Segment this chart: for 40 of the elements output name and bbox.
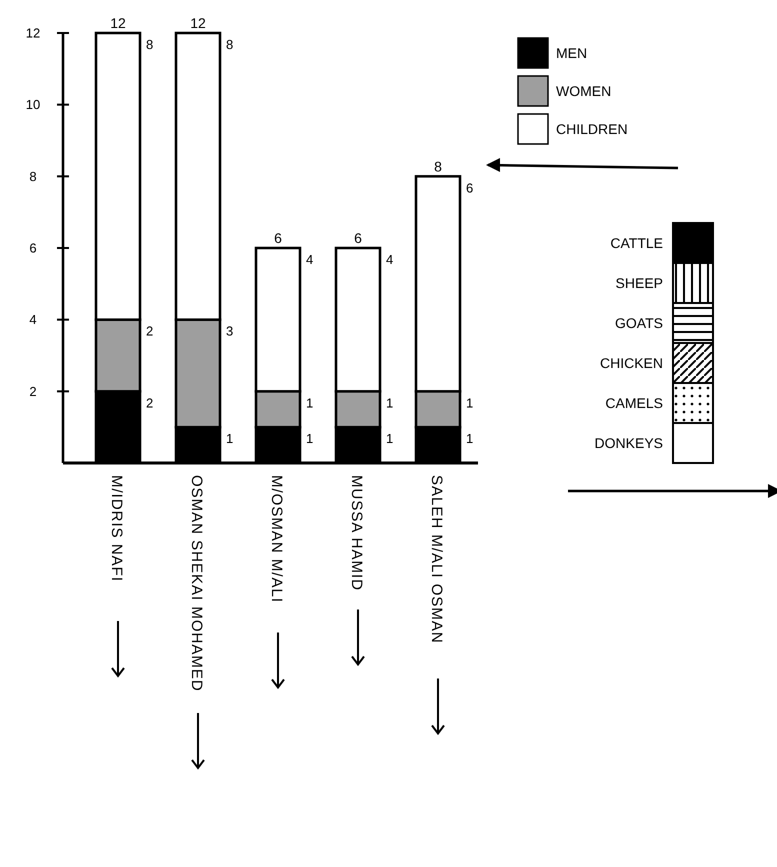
total-label: 6 (354, 230, 362, 246)
data-label: 1 (306, 431, 314, 446)
legend-label: WOMEN (556, 83, 612, 99)
data-label: 4 (386, 252, 394, 267)
x-tick-label: M/IDRIS NAFI (108, 475, 125, 582)
x-tick-label: MUSSA HAMID (348, 475, 365, 592)
text: CHICKEN (600, 355, 663, 371)
data-label: 1 (386, 395, 394, 410)
data-label: 2 (146, 395, 154, 410)
data-label: 1 (306, 395, 314, 410)
text: CATTLE (610, 235, 663, 251)
y-tick-label: 4 (29, 312, 37, 328)
total-label: 12 (190, 15, 206, 31)
data-label: 3 (226, 324, 234, 339)
data-label: 1 (386, 431, 394, 446)
text: SHEEP (616, 275, 663, 291)
data-label: 4 (306, 252, 314, 267)
x-tick-label: M/OSMAN M/ALI (268, 475, 285, 604)
y-tick-label: 8 (29, 168, 37, 184)
text: GOATS (615, 315, 663, 331)
y-tick-label: 6 (29, 240, 37, 256)
text: CAMELS (605, 395, 663, 411)
total-label: 12 (110, 15, 126, 31)
data-label: 1 (466, 395, 474, 410)
total-label: 6 (274, 230, 282, 246)
y-tick-label: 10 (26, 97, 40, 112)
data-label: 8 (146, 37, 154, 52)
data-label: 1 (226, 431, 234, 446)
total-label: 8 (434, 158, 442, 174)
data-label: 6 (466, 180, 474, 196)
legend-label: MEN (556, 45, 588, 61)
data-label: 8 (226, 37, 234, 52)
data-label: 2 (146, 324, 154, 339)
text: DONKEYS (594, 435, 663, 451)
x-tick-label: OSMAN SHEKAI MOHAMED (188, 475, 205, 692)
data-label: 1 (466, 431, 474, 446)
x-tick-label: SALEH M/ALI OSMAN (428, 475, 445, 644)
legend-label: CHILDREN (556, 121, 628, 137)
y-tick-label: 2 (29, 384, 37, 399)
y-tick-label: 12 (26, 26, 40, 41)
